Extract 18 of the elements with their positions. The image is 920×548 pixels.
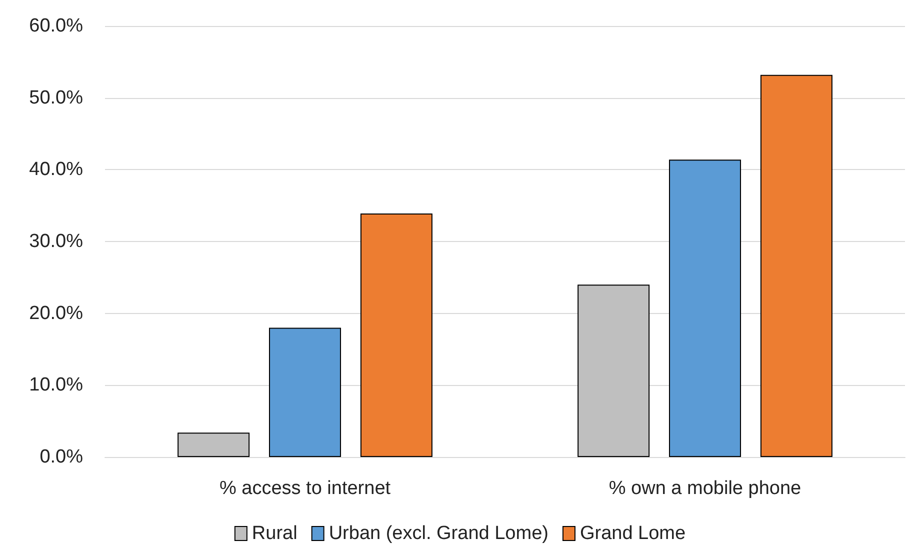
legend-label: Grand Lome — [580, 523, 686, 544]
bar — [360, 213, 432, 457]
bar — [178, 432, 250, 457]
bar — [578, 284, 650, 457]
y-tick-label: 20.0% — [29, 302, 84, 324]
x-tick-label: % access to internet — [219, 478, 392, 499]
y-tick-label: 10.0% — [29, 374, 84, 396]
legend-label: Urban (excl. Grand Lome) — [328, 523, 548, 544]
bar — [269, 328, 341, 457]
bar — [760, 74, 832, 457]
legend-label: Rural — [252, 523, 298, 544]
y-tick-label: 50.0% — [29, 87, 84, 108]
y-tick-label: 60.0% — [29, 16, 84, 36]
y-tick-label: 0.0% — [40, 446, 84, 468]
x-tick-label: % own a mobile phone — [608, 478, 802, 499]
y-tick-label: 30.0% — [29, 231, 84, 252]
bar — [669, 160, 741, 457]
y-tick-label: 40.0% — [29, 159, 84, 180]
